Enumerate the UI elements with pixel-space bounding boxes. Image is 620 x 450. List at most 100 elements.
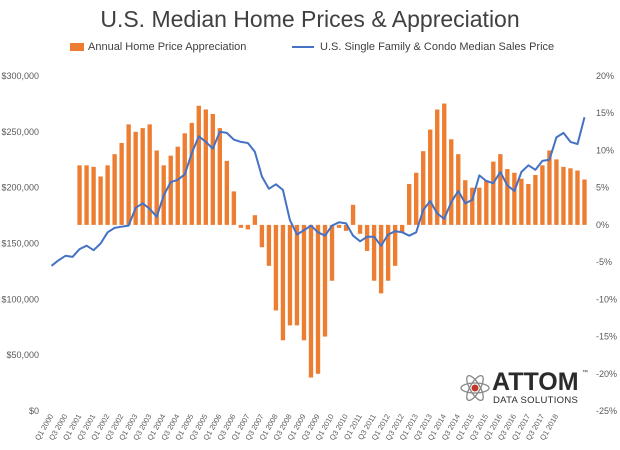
bar (421, 151, 426, 225)
bar (189, 122, 194, 225)
y-left-tick-label: $0 (29, 406, 39, 416)
y-left-tick-label: $100,000 (1, 294, 39, 304)
bar (435, 109, 440, 225)
y-right-tick-label: -25% (596, 406, 617, 416)
bar (519, 178, 524, 225)
bar (77, 165, 82, 225)
bar (140, 128, 145, 225)
bar (105, 165, 110, 225)
bar (392, 224, 398, 266)
bar (533, 175, 538, 225)
bar (84, 165, 89, 225)
bar (322, 224, 328, 337)
bar (470, 187, 475, 225)
bar (175, 146, 180, 225)
line-series (50, 117, 586, 267)
bar (196, 105, 201, 225)
bar (491, 161, 496, 225)
bar (238, 224, 244, 228)
bar (343, 224, 349, 231)
bar (399, 224, 405, 233)
bar (252, 215, 258, 225)
bar (428, 129, 433, 225)
bar (498, 154, 503, 225)
bar (224, 160, 230, 225)
y-right-tick-label: -15% (596, 332, 617, 342)
bar (315, 224, 321, 374)
y-right-tick-label: 15% (596, 108, 614, 118)
bar (280, 224, 286, 341)
y-axis-left: $0 $50,000 $100,000 $150,000 $200,000 $250,00… (1, 71, 39, 416)
bar (112, 154, 117, 225)
legend-item-median-price: U.S. Single Family & Condo Median Sales … (292, 41, 554, 53)
y-right-tick-label: 0% (596, 220, 609, 230)
bar (294, 224, 300, 326)
bar (182, 133, 187, 225)
bar (371, 224, 377, 281)
bar (547, 150, 552, 225)
bar (210, 113, 215, 225)
y-left-tick-label: $300,000 (1, 71, 39, 81)
y-right-tick-label: 20% (596, 71, 614, 81)
y-left-tick-label: $150,000 (1, 239, 39, 249)
logo-subtitle: DATA SOLUTIONS (493, 395, 579, 406)
bar-series (77, 103, 587, 378)
bar (477, 187, 482, 225)
y-axis-right: -25% -20% -15% -10% -5% 0% 5% 10% 15% 20% (596, 71, 617, 416)
bar (245, 224, 251, 230)
y-right-tick-label: 5% (596, 183, 609, 193)
bar (98, 176, 103, 225)
bar (287, 224, 293, 326)
y-right-tick-label: -10% (596, 294, 617, 304)
bar (329, 224, 335, 281)
bar (561, 166, 566, 225)
logo-trademark: ™ (582, 370, 588, 376)
bar (350, 204, 356, 225)
logo-text: ATTOM (492, 368, 579, 396)
y-right-tick-label: 10% (596, 145, 614, 155)
bar (456, 154, 461, 225)
bar (133, 131, 138, 225)
bar (505, 169, 510, 225)
legend-label-appreciation: Annual Home Price Appreciation (88, 41, 247, 53)
bar (357, 224, 363, 234)
bar (217, 128, 222, 225)
bar (154, 150, 159, 225)
atom-icon (460, 374, 490, 402)
bar (147, 124, 152, 225)
bar (259, 224, 265, 248)
bar (119, 143, 124, 225)
bar (273, 224, 279, 311)
bar (385, 224, 391, 281)
bar (126, 124, 131, 225)
bar (554, 159, 559, 225)
y-right-tick-label: -20% (596, 369, 617, 379)
legend-item-appreciation: Annual Home Price Appreciation (70, 41, 246, 53)
bar (414, 172, 419, 225)
y-left-tick-label: $200,000 (1, 183, 39, 193)
legend-swatch-bar (70, 43, 84, 51)
bar (449, 139, 454, 225)
bar (575, 170, 580, 225)
bar (301, 224, 307, 341)
legend: Annual Home Price Appreciation U.S. Sing… (0, 41, 620, 61)
bar (378, 224, 384, 294)
bar (266, 224, 272, 266)
bar (568, 168, 573, 225)
attom-logo: ATTOM ™ DATA SOLUTIONS (460, 368, 590, 414)
bar (540, 165, 545, 225)
bar (308, 224, 314, 378)
bar (336, 224, 342, 228)
chart-title: U.S. Median Home Prices & Appreciation (100, 6, 520, 32)
bar (406, 183, 412, 225)
bar (484, 180, 489, 225)
bar (203, 109, 208, 225)
bar (168, 155, 173, 225)
y-left-tick-label: $250,000 (1, 127, 39, 137)
bar (231, 191, 237, 225)
legend-swatch-line (292, 46, 314, 48)
bar (512, 172, 517, 225)
legend-label-median-price: U.S. Single Family & Condo Median Sales … (320, 41, 555, 53)
